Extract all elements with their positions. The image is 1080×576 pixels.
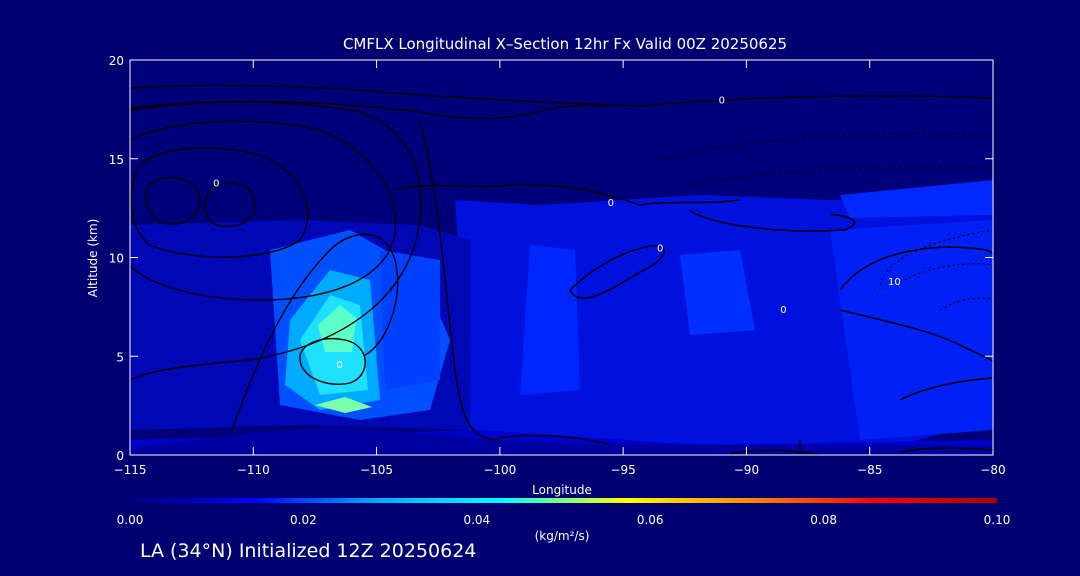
y-tick-label: 20	[109, 54, 124, 68]
x-tick-label: −95	[610, 463, 635, 477]
contour-label: 10	[888, 277, 901, 288]
y-tick-label: 10	[109, 252, 124, 266]
terrain	[130, 427, 993, 455]
contour-label: 0	[719, 96, 725, 107]
contour-line	[204, 182, 256, 227]
contour-line	[130, 120, 397, 301]
flux-field	[130, 180, 993, 455]
colorbar-strip	[130, 498, 997, 503]
y-tick-label: 15	[109, 153, 124, 167]
footer-initialization: LA (34°N) Initialized 12Z 20250624	[140, 540, 477, 562]
contour-line	[130, 147, 309, 258]
contour-label: 0	[213, 178, 219, 189]
flux-fill-shoulder	[380, 250, 440, 390]
contour-line	[639, 95, 993, 107]
contour-label: 0	[657, 244, 663, 255]
contour-line	[130, 84, 641, 107]
contour-labels: 0 0 0 0 0 0 10	[213, 96, 901, 372]
contour-line	[729, 449, 821, 455]
x-tick-label: −105	[360, 463, 393, 477]
contour-line	[569, 245, 665, 300]
contour-line	[839, 246, 993, 291]
contour-label: 0	[336, 360, 342, 371]
contour-line	[130, 101, 422, 381]
x-tick-label: −100	[483, 463, 516, 477]
x-tick-label: −110	[237, 463, 270, 477]
colorbar-tick-label: 0.00	[117, 513, 144, 527]
chart-title: CMFLX Longitudinal X–Section 12hr Fx Val…	[343, 35, 787, 53]
contour-line	[689, 209, 856, 232]
plot-area: 0 0 0 0 0 0 10	[129, 59, 994, 456]
y-tick-label: 0	[116, 449, 124, 463]
x-tick-label: −80	[980, 463, 1005, 477]
colorbar-tick-label: 0.10	[984, 513, 1011, 527]
x-axis: −115 −110 −105 −100 −95 −90 −85 −80	[114, 60, 1006, 477]
x-tick-label: −90	[734, 463, 759, 477]
contour-line	[499, 434, 611, 445]
colorbar-tick-label: 0.02	[290, 513, 317, 527]
contour-label: 0	[608, 198, 614, 209]
contour-line	[394, 183, 741, 206]
flux-fill-central	[520, 245, 580, 395]
colorbar-unit-label: (kg/m²/s)	[535, 529, 590, 543]
contour-lines-dotted	[659, 133, 993, 311]
y-axis-title: Altitude (km)	[86, 219, 100, 298]
contour-line	[145, 176, 201, 225]
x-axis-title: Longitude	[532, 483, 592, 497]
contour-lines	[130, 84, 993, 455]
contour-line-dotted	[879, 229, 993, 291]
flux-fill-east-central	[680, 250, 755, 335]
flux-fill-upper-east	[840, 180, 993, 218]
y-tick-label: 5	[116, 350, 124, 364]
x-tick-label: −115	[114, 463, 147, 477]
contour-line	[419, 119, 501, 441]
colorbar: 0.00 0.02 0.04 0.06 0.08 0.10 (kg/m²/s)	[117, 498, 1011, 543]
flux-fill-east	[830, 220, 993, 440]
colorbar-ticks: 0.00 0.02 0.04 0.06 0.08 0.10	[117, 513, 1011, 527]
colorbar-tick-label: 0.06	[637, 513, 664, 527]
colorbar-tick-label: 0.04	[463, 513, 490, 527]
flux-fill-low-peak	[315, 397, 372, 413]
contour-label: 0	[780, 305, 786, 316]
contour-line	[299, 338, 366, 385]
contour-line	[899, 377, 993, 401]
contour-line	[231, 233, 399, 431]
contour-line	[839, 309, 993, 363]
x-tick-label: −85	[857, 463, 882, 477]
contour-line-dotted	[904, 263, 993, 281]
y-axis: 0 5 10 15 20	[109, 54, 993, 463]
contour-line-dotted	[939, 297, 993, 311]
colorbar-tick-label: 0.08	[810, 513, 837, 527]
contour-line	[899, 447, 993, 453]
contour-line-dotted	[659, 133, 993, 161]
contour-line-dotted	[689, 166, 993, 186]
